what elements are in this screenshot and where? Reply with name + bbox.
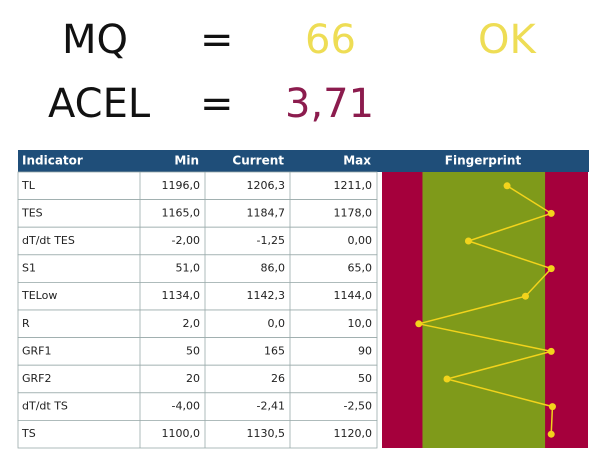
fingerprint-dot xyxy=(464,237,472,245)
column-header: Fingerprint xyxy=(445,154,522,168)
fingerprint-dot xyxy=(547,265,555,273)
table-cell: -1,25 xyxy=(257,234,285,247)
table-cell: 1100,0 xyxy=(162,427,201,440)
table-row xyxy=(17,281,378,311)
fingerprint-dot xyxy=(548,403,556,411)
table-cell: 0,00 xyxy=(348,234,373,247)
table-cell: 0,0 xyxy=(268,317,286,330)
table-cell: 86,0 xyxy=(261,262,286,275)
table-cell: TL xyxy=(21,179,36,192)
table-cell: 65,0 xyxy=(348,262,373,275)
table-cell: 50 xyxy=(358,372,372,385)
table-cell: GRF2 xyxy=(22,372,52,385)
table-cell: 1120,0 xyxy=(334,427,373,440)
table-cell: 1130,5 xyxy=(247,427,286,440)
metric-status: OK xyxy=(478,17,537,63)
metric-label: ACEL xyxy=(48,81,151,127)
table-cell: TES xyxy=(21,206,43,219)
table-row xyxy=(17,419,378,449)
table-cell: 1178,0 xyxy=(334,206,373,219)
table-cell: 1144,0 xyxy=(334,289,373,302)
metric-value: 3,71 xyxy=(285,81,374,127)
table-cell: 165 xyxy=(264,344,285,357)
table-cell: S1 xyxy=(22,262,36,275)
table-cell: 10,0 xyxy=(348,317,373,330)
fingerprint-dot xyxy=(547,430,555,438)
table-cell: 1165,0 xyxy=(162,206,201,219)
table-cell: R xyxy=(22,317,30,330)
table-cell: TS xyxy=(21,427,36,440)
table-cell: -2,41 xyxy=(257,400,285,413)
table-cell: 1196,0 xyxy=(162,179,201,192)
table-cell: -2,50 xyxy=(344,400,372,413)
table-row xyxy=(17,364,378,394)
table-cell: 1142,3 xyxy=(247,289,286,302)
fingerprint-band xyxy=(422,172,546,448)
table-cell: 51,0 xyxy=(176,262,201,275)
table-cell: GRF1 xyxy=(22,344,52,357)
fingerprint-dot xyxy=(443,375,451,383)
table-cell: dT/dt TS xyxy=(22,400,68,413)
table-cell: 50 xyxy=(186,344,200,357)
table-row xyxy=(17,226,378,256)
fingerprint-dot xyxy=(547,347,555,355)
table-cell: TELow xyxy=(21,289,57,302)
table-cell: 1134,0 xyxy=(162,289,201,302)
table-row xyxy=(17,337,378,366)
table-header xyxy=(18,150,589,172)
metric-label: MQ xyxy=(62,17,128,63)
table-row xyxy=(17,171,378,201)
column-header: Indicator xyxy=(22,154,83,168)
table-cell: 1184,7 xyxy=(247,206,286,219)
table-cell: dT/dt TES xyxy=(22,234,75,247)
column-header: Current xyxy=(232,154,284,168)
table-row xyxy=(17,309,378,339)
table-cell: -2,00 xyxy=(172,234,200,247)
fingerprint-dot xyxy=(521,292,529,300)
equals: = xyxy=(200,17,234,63)
table-cell: 1211,0 xyxy=(334,179,373,192)
table-cell: -4,00 xyxy=(172,400,200,413)
fingerprint-line xyxy=(418,185,554,435)
table-row xyxy=(17,199,378,228)
table-cell: 20 xyxy=(186,372,200,385)
column-header: Min xyxy=(174,154,199,168)
fingerprint-dot xyxy=(415,320,423,328)
equals: = xyxy=(200,81,234,127)
table-row xyxy=(17,392,378,421)
table-cell: 26 xyxy=(271,372,285,385)
table-cell: 90 xyxy=(358,344,372,357)
fingerprint-dot xyxy=(547,209,555,217)
table-cell: 1206,3 xyxy=(247,179,286,192)
fingerprint-dot xyxy=(503,182,511,190)
table-row xyxy=(17,254,378,283)
table-cell: 2,0 xyxy=(183,317,201,330)
column-header: Max xyxy=(343,154,371,168)
metric-value: 66 xyxy=(305,17,356,63)
